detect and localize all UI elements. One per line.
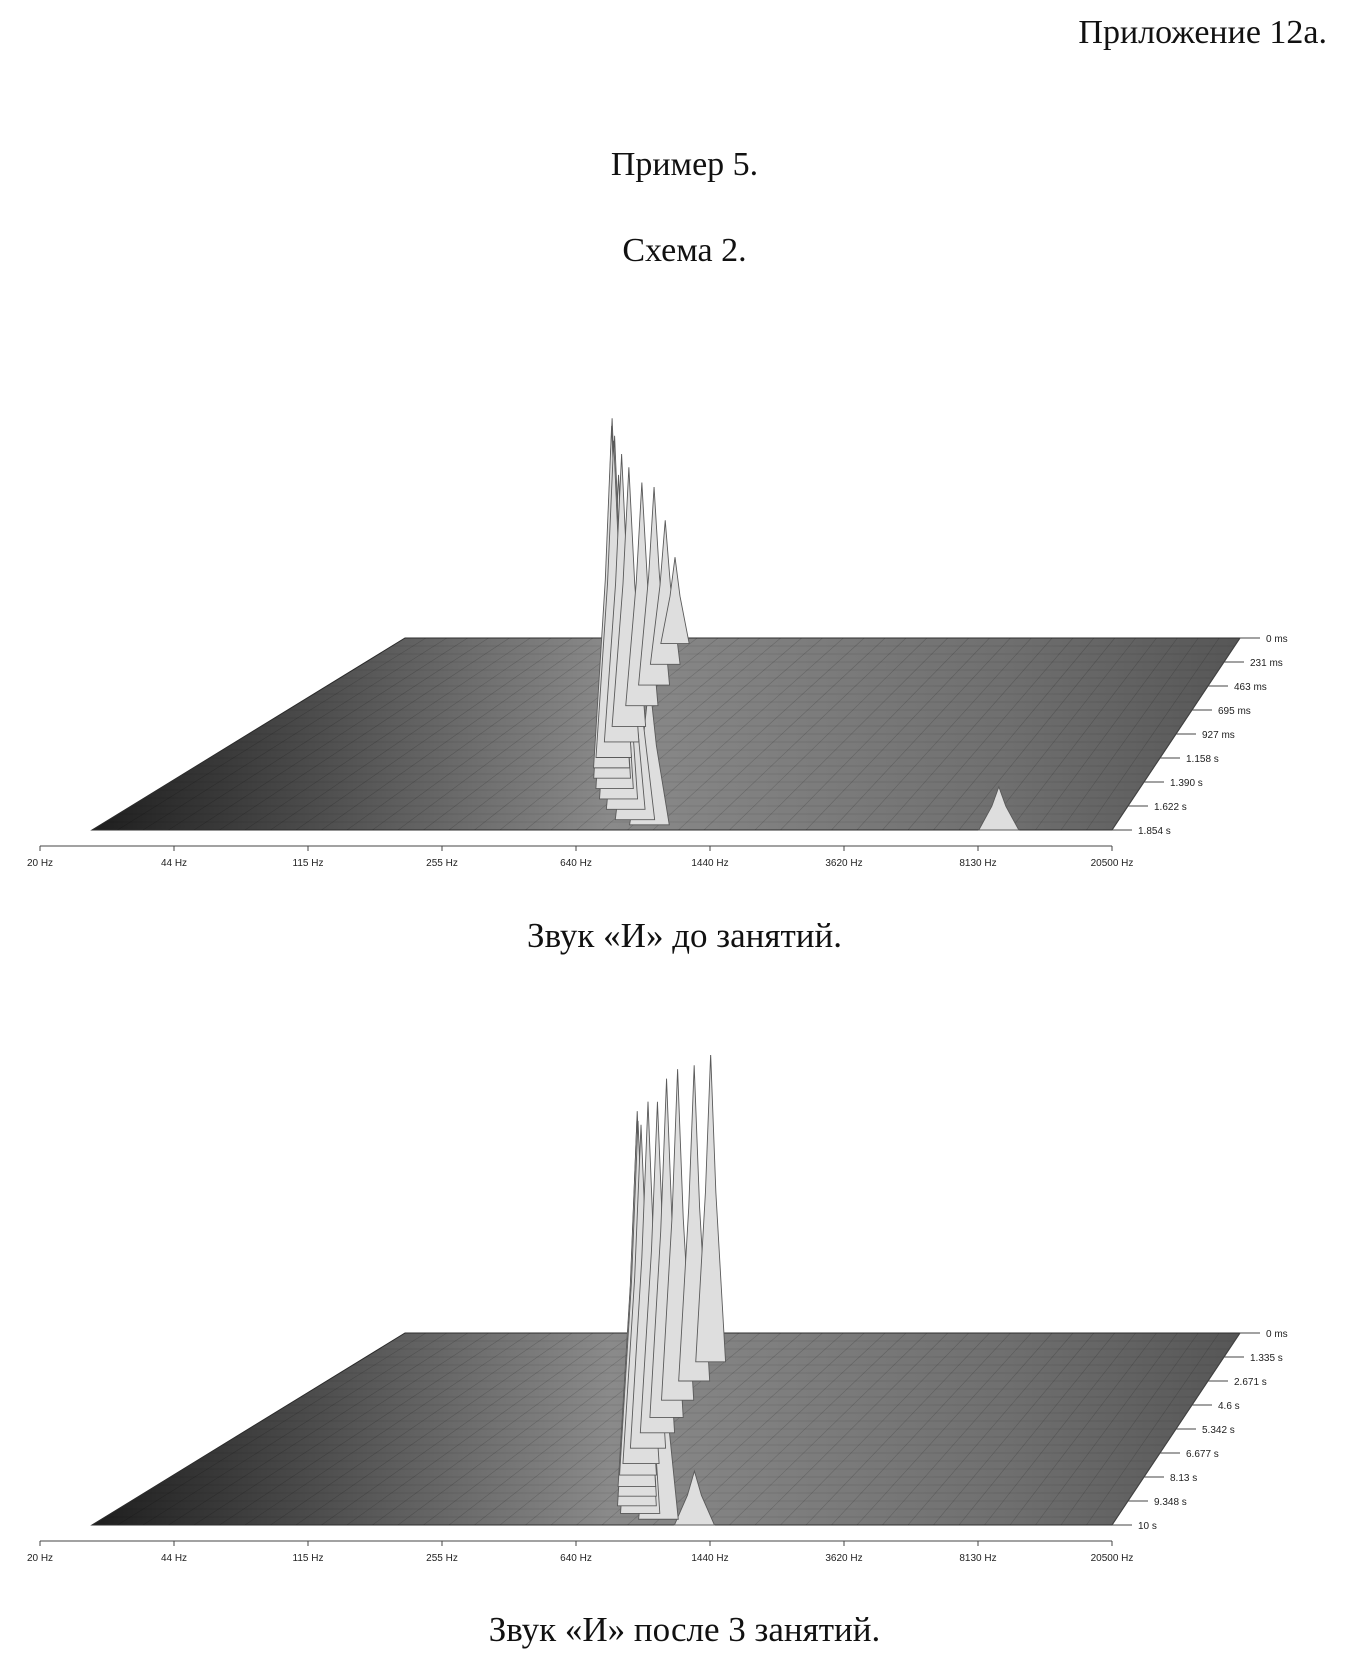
x-tick-label: 255 Hz	[426, 1553, 458, 1564]
z-tick-label: 231 ms	[1250, 658, 1283, 669]
waterfall-chart-before: 20 Hz 44 Hz 115 Hz 255 Hz 640 Hz 1440 Hz 3620 …	[0, 360, 1369, 880]
x-tick-label: 1440 Hz	[691, 858, 728, 869]
scheme-title: Схема 2.	[0, 234, 1369, 268]
waterfall-chart-after: 20 Hz 44 Hz 115 Hz 255 Hz 640 Hz 1440 Hz 3620 …	[0, 1055, 1369, 1575]
z-tick-label: 9.348 s	[1154, 1497, 1187, 1508]
x-tick-label: 44 Hz	[161, 858, 187, 869]
z-tick-label: 1.390 s	[1170, 778, 1203, 789]
x-tick-label: 20500 Hz	[1091, 1553, 1134, 1564]
x-tick-label: 3620 Hz	[825, 1553, 862, 1564]
x-tick-label: 255 Hz	[426, 858, 458, 869]
x-tick-label: 115 Hz	[293, 858, 324, 869]
example-title: Пример 5.	[0, 148, 1369, 182]
x-tick-label: 20 Hz	[27, 1553, 53, 1564]
z-tick-label: 463 ms	[1234, 682, 1267, 693]
z-tick-label: 0 ms	[1266, 634, 1288, 645]
z-tick-label: 5.342 s	[1202, 1425, 1235, 1436]
x-tick-label: 640 Hz	[560, 1553, 592, 1564]
chart-caption-after: Звук «И» после 3 занятий.	[0, 1612, 1369, 1647]
x-tick-label: 20 Hz	[27, 858, 53, 869]
spectrum-peak	[696, 1055, 726, 1362]
z-tick-label: 695 ms	[1218, 706, 1251, 717]
z-tick-label: 10 s	[1138, 1521, 1157, 1532]
z-tick-label: 1.622 s	[1154, 802, 1187, 813]
z-tick-label: 8.13 s	[1170, 1473, 1197, 1484]
x-tick-label: 1440 Hz	[691, 1553, 728, 1564]
x-tick-label: 8130 Hz	[959, 1553, 996, 1564]
x-tick-label: 44 Hz	[161, 1553, 187, 1564]
z-tick-label: 0 ms	[1266, 1329, 1288, 1340]
z-tick-label: 6.677 s	[1186, 1449, 1219, 1460]
z-tick-label: 1.158 s	[1186, 754, 1219, 765]
appendix-label: Приложение 12а.	[1078, 16, 1327, 50]
chart-caption-before: Звук «И» до занятий.	[0, 918, 1369, 953]
z-tick-label: 4.6 s	[1218, 1401, 1240, 1412]
x-tick-label: 640 Hz	[560, 858, 592, 869]
x-tick-label: 3620 Hz	[825, 858, 862, 869]
z-tick-label: 927 ms	[1202, 730, 1235, 741]
z-tick-label: 1.854 s	[1138, 826, 1171, 837]
z-tick-label: 2.671 s	[1234, 1377, 1267, 1388]
z-tick-label: 1.335 s	[1250, 1353, 1283, 1364]
x-tick-label: 8130 Hz	[959, 858, 996, 869]
x-tick-label: 20500 Hz	[1091, 858, 1134, 869]
x-tick-label: 115 Hz	[293, 1553, 324, 1564]
